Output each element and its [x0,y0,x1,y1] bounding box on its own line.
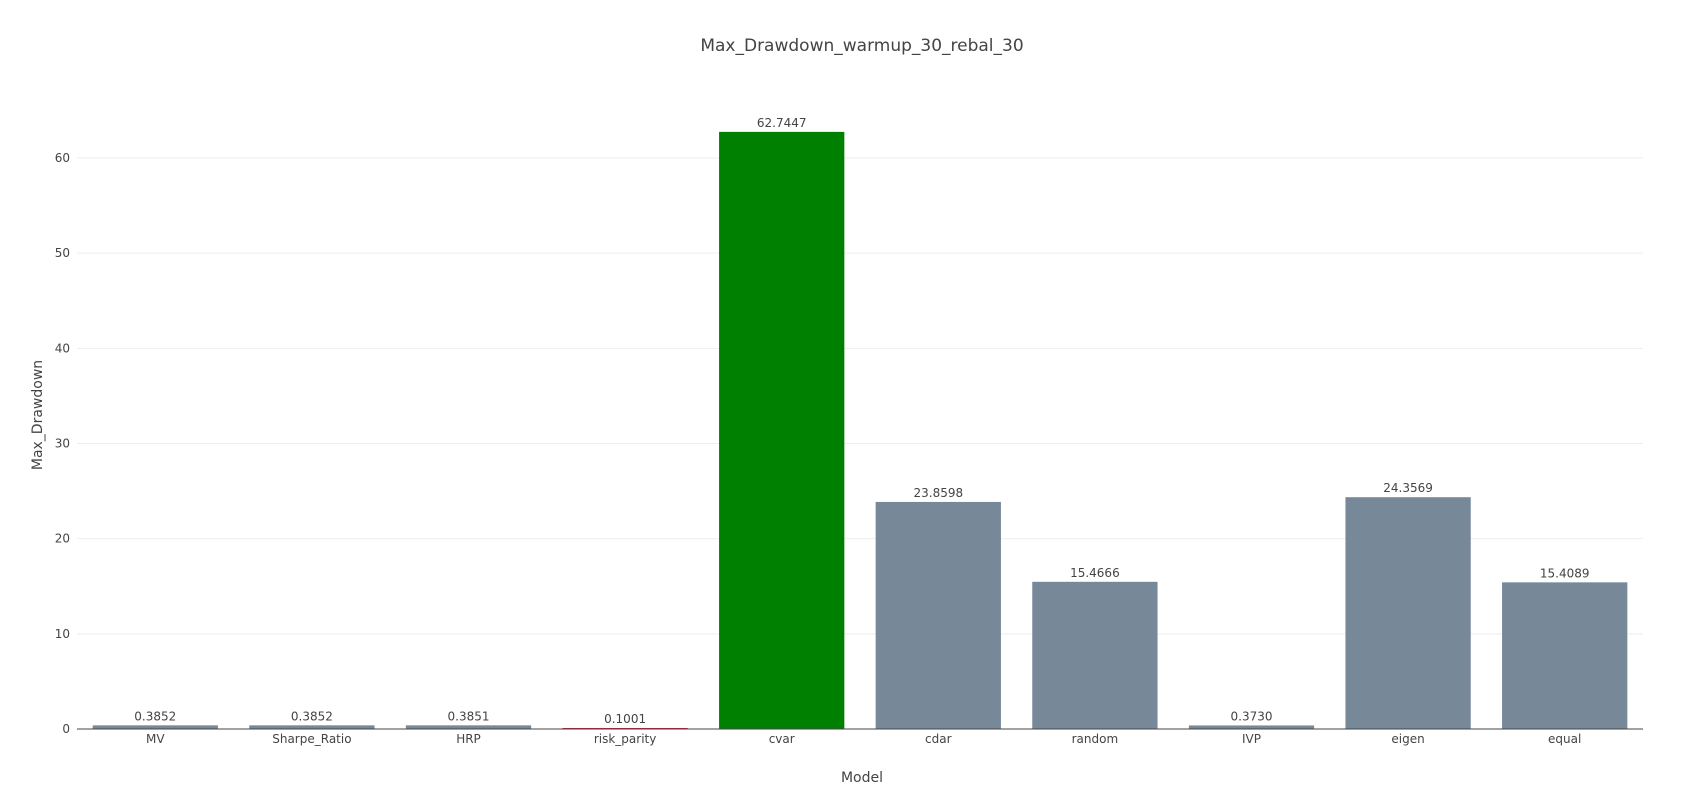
y-tick-label: 60 [55,151,70,165]
y-tick-label: 10 [55,627,70,641]
x-tick-label: IVP [1242,732,1261,746]
x-tick-label: cdar [925,732,952,746]
bar-cdar [875,501,1001,729]
bar-eigen [1345,497,1471,729]
y-tick-label: 30 [55,437,70,451]
bar-sharpe-ratio [249,725,375,729]
bar-random [1032,581,1158,729]
y-tick-label: 50 [55,246,70,260]
x-axis-title: Model [841,770,883,786]
y-tick-label: 0 [62,722,70,736]
bar-value-label: 0.3852 [134,709,176,723]
bar-value-label: 23.8598 [913,486,963,500]
y-axis-ticks: 0 10 20 30 40 50 60 [55,151,70,736]
x-tick-label: MV [146,732,165,746]
x-tick-label: HRP [456,732,481,746]
bar-mv [92,725,218,729]
bar-ivp [1188,725,1315,729]
bar-value-label: 15.4666 [1070,566,1120,580]
bar-value-label: 0.3851 [448,709,490,723]
x-tick-label: equal [1548,732,1581,746]
bar-equal [1502,582,1628,729]
bar-cvar [719,131,845,729]
y-tick-label: 20 [55,532,70,546]
bar-value-labels: 0.3852 0.3852 0.3851 0.1001 62.7447 23.8598 15… [134,116,1589,726]
x-tick-label: cvar [769,732,795,746]
bar-value-label: 62.7447 [757,116,807,130]
bar-value-label: 15.4089 [1540,566,1590,580]
bar-value-label: 24.3569 [1383,481,1433,495]
x-tick-label: eigen [1391,732,1424,746]
bars [92,131,1628,729]
bar-value-label: 0.1001 [604,712,646,726]
bar-value-label: 0.3730 [1231,709,1273,723]
y-axis-title: Max_Drawdown [30,360,46,470]
x-tick-label: risk_parity [594,732,657,746]
bar-hrp [405,725,532,729]
x-tick-label: random [1072,732,1119,746]
y-tick-label: 40 [55,341,70,355]
bar-value-label: 0.3852 [291,709,333,723]
x-axis-ticks: MV Sharpe_Ratio HRP risk_parity cvar cdar rand… [146,732,1581,746]
x-tick-label: Sharpe_Ratio [272,732,351,746]
chart-title: Max_Drawdown_warmup_30_rebal_30 [700,36,1023,56]
